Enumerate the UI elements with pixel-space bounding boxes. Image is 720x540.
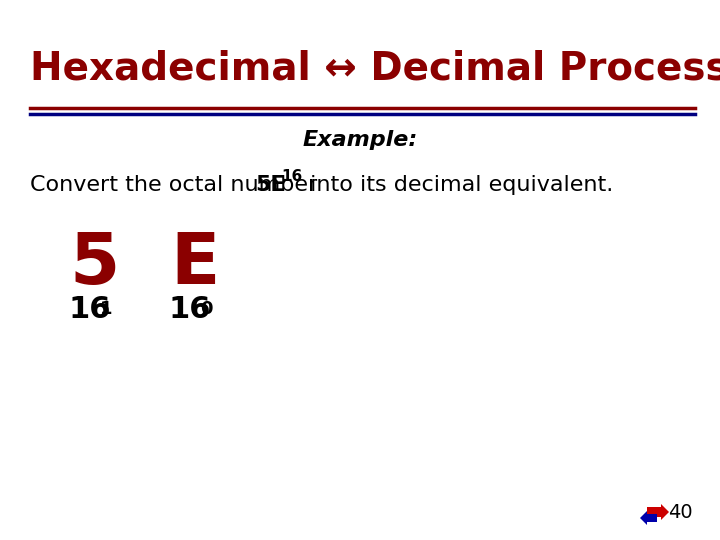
Text: 0: 0 [200,300,212,318]
Text: 16: 16 [168,295,210,324]
Text: E: E [171,230,220,299]
FancyArrow shape [640,511,657,525]
Text: 16: 16 [281,169,302,184]
Text: into its decimal equivalent.: into its decimal equivalent. [303,175,613,195]
Text: 1: 1 [100,300,112,318]
Text: 40: 40 [668,503,693,522]
Text: 5E: 5E [255,175,286,195]
Text: 16: 16 [68,295,110,324]
Text: 5: 5 [70,230,120,299]
Text: Hexadecimal ↔ Decimal Process: Hexadecimal ↔ Decimal Process [30,50,720,88]
Text: Convert the octal number: Convert the octal number [30,175,325,195]
Text: Example:: Example: [302,130,418,150]
FancyArrow shape [647,504,669,520]
